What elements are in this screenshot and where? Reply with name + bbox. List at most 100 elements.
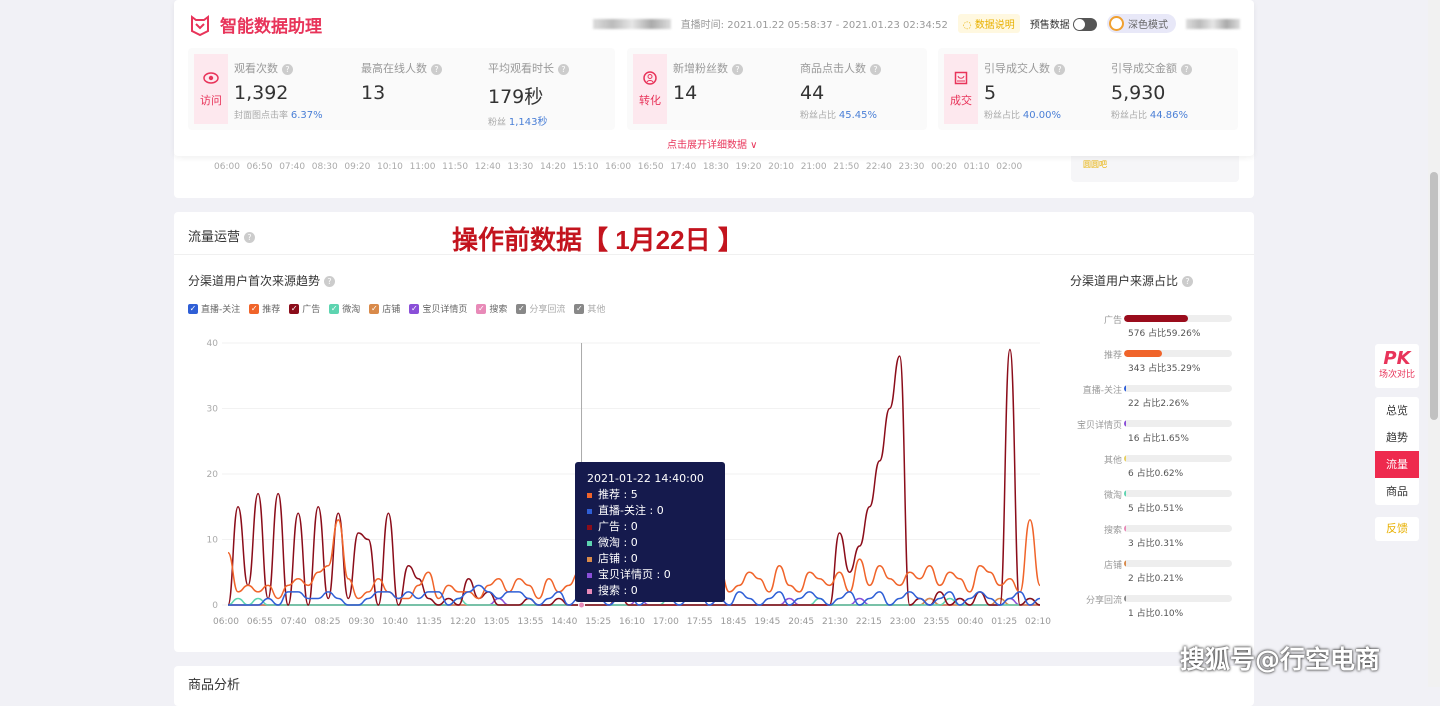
tooltip-row: 微淘 : 0 — [587, 536, 713, 550]
section-title: 商品分析 — [188, 678, 241, 693]
checkbox-icon[interactable]: ✓ — [289, 303, 300, 314]
metric-card: 引导成交人数? 5 粉丝占比 40.00% — [984, 60, 1065, 121]
side-nav-item[interactable]: 总览 — [1386, 404, 1408, 417]
share-bar — [1124, 420, 1232, 427]
series-swatch — [587, 572, 592, 578]
legend-item[interactable]: ✓ 微淘 — [329, 303, 361, 315]
help-icon[interactable]: ? — [282, 63, 293, 75]
data-note-link[interactable]: ◌ 数据说明 — [957, 14, 1020, 33]
series-swatch — [587, 492, 592, 498]
feedback-button[interactable]: 反馈 — [1375, 517, 1419, 541]
legend-item[interactable]: ✓ 分享回流 — [516, 303, 566, 315]
help-icon[interactable]: ? — [1181, 63, 1192, 75]
summary-header: 智能数据助理 直播时间: 2021.01.22 05:58:37 - 2021.… — [174, 0, 1254, 156]
metric-label: 新增粉丝数 — [673, 62, 728, 75]
axis-tick: 11:50 — [442, 162, 469, 172]
help-icon[interactable]: ? — [870, 63, 881, 75]
live-time: 直播时间: 2021.01.22 05:58:37 - 2021.01.23 0… — [680, 20, 948, 31]
checkbox-icon[interactable]: ✓ — [574, 303, 585, 314]
help-icon[interactable]: ? — [1182, 276, 1194, 287]
legend-item[interactable]: ✓ 店铺 — [369, 303, 401, 315]
help-icon[interactable]: ? — [732, 63, 743, 75]
group-badge: 转化 — [633, 54, 667, 124]
presale-toggle[interactable]: 预售数据 — [1030, 16, 1097, 32]
share-name: 搜索 — [1103, 526, 1122, 536]
dark-mode-button[interactable]: 深色模式 — [1107, 14, 1176, 33]
metric-card: 最高在线人数? 13 — [361, 60, 442, 108]
help-icon[interactable]: ? — [244, 232, 256, 243]
annotation-banner: 操作前数据【 1月22日 】 — [452, 225, 744, 255]
x-tick-label: 16:10 — [619, 617, 645, 627]
axis-tick: 01:10 — [963, 162, 990, 172]
checkbox-icon[interactable]: ✓ — [409, 303, 420, 314]
share-row: 直播-关注 22 占比2.26% — [1070, 383, 1250, 418]
tooltip-row: 直播-关注 : 0 — [587, 504, 713, 518]
legend-item[interactable]: ✓ 广告 — [289, 303, 321, 315]
share-bar — [1124, 560, 1232, 567]
side-nav-item[interactable]: 趋势 — [1386, 431, 1408, 444]
x-tick-label: 13:55 — [518, 617, 544, 627]
checkbox-icon[interactable]: ✓ — [329, 303, 340, 314]
app-title: 智能数据助理 — [220, 17, 322, 37]
share-bar-fill — [1124, 385, 1127, 392]
tooltip-time: 2021-01-22 14:40:00 — [587, 472, 704, 485]
share-bar — [1124, 350, 1232, 357]
metric-label: 引导成交人数 — [984, 62, 1050, 75]
legend-item[interactable]: ✓ 其他 — [574, 303, 606, 315]
checkbox-icon[interactable]: ✓ — [516, 303, 527, 314]
scrollbar-thumb[interactable] — [1430, 172, 1438, 420]
metric-value: 1,392 — [234, 82, 289, 104]
legend-item[interactable]: ✓ 直播-关注 — [188, 303, 241, 315]
group-badge: 访问 — [194, 54, 228, 124]
metric-sub-label: 封面图点击率 — [234, 111, 289, 121]
pk-compare-button[interactable]: PK 场次对比 — [1375, 344, 1419, 388]
axis-tick: 07:40 — [279, 162, 306, 172]
share-bar-fill — [1124, 525, 1126, 532]
checkbox-icon[interactable]: ✓ — [369, 303, 380, 314]
share-name: 广告 — [1103, 316, 1122, 326]
expand-details-link[interactable]: 点击展开详细数据 ∨ — [667, 140, 758, 151]
axis-tick: 16:50 — [637, 162, 664, 172]
x-tick-label: 12:20 — [450, 617, 476, 627]
x-tick-label: 18:45 — [721, 617, 747, 627]
legend-item[interactable]: ✓ 搜索 — [476, 303, 508, 315]
scrollbar[interactable] — [1428, 0, 1440, 687]
x-tick-label: 11:35 — [416, 617, 442, 627]
dark-mode-icon — [1109, 16, 1124, 31]
x-tick-label: 14:40 — [551, 617, 577, 627]
help-icon[interactable]: ? — [558, 63, 569, 75]
share-name: 直播-关注 — [1082, 386, 1122, 396]
x-tick-label: 19:45 — [754, 617, 780, 627]
metric-sub-label: 粉丝占比 — [1111, 111, 1148, 121]
series-swatch — [587, 508, 592, 514]
share-name: 宝贝详情页 — [1076, 421, 1122, 431]
metric-sub-value: 44.86% — [1149, 110, 1189, 121]
side-nav-item[interactable]: 流量 — [1375, 451, 1419, 478]
metric-card: 新增粉丝数? 14 — [673, 60, 743, 108]
x-tick-label: 00:40 — [957, 617, 983, 627]
chart-legend: ✓ 直播-关注 ✓ 推荐 ✓ 广告 ✓ 微淘 ✓ 店铺 ✓ 宝贝详情页 ✓ 搜索 ✓ 分享回流 ✓ 其他 — [188, 302, 605, 315]
axis-tick: 06:00 — [214, 162, 240, 172]
eye-icon — [203, 71, 219, 88]
series-swatch — [587, 540, 592, 546]
tooltip-row: 宝贝详情页 : 0 — [587, 568, 713, 582]
metric-value: 179秒 — [488, 86, 544, 108]
x-tick-label: 10:40 — [382, 617, 408, 627]
y-tick-label: 0 — [212, 601, 218, 611]
blurred-account — [592, 18, 671, 29]
user-icon — [643, 70, 657, 88]
help-icon[interactable]: ? — [431, 63, 442, 75]
toggle-switch[interactable] — [1073, 18, 1097, 32]
checkbox-icon[interactable]: ✓ — [476, 303, 487, 314]
help-icon[interactable]: ? — [324, 276, 336, 287]
help-icon[interactable]: ? — [1054, 63, 1065, 75]
share-bar — [1124, 385, 1232, 392]
checkbox-icon[interactable]: ✓ — [249, 303, 260, 314]
checkbox-icon[interactable]: ✓ — [188, 303, 198, 314]
legend-item[interactable]: ✓ 推荐 — [249, 303, 281, 315]
share-row: 店铺 2 占比0.21% — [1070, 558, 1250, 593]
side-nav-item[interactable]: 商品 — [1386, 485, 1408, 498]
legend-item[interactable]: ✓ 宝贝详情页 — [409, 303, 468, 315]
x-tick-label: 01:25 — [991, 617, 1017, 627]
hover-point — [578, 601, 586, 609]
